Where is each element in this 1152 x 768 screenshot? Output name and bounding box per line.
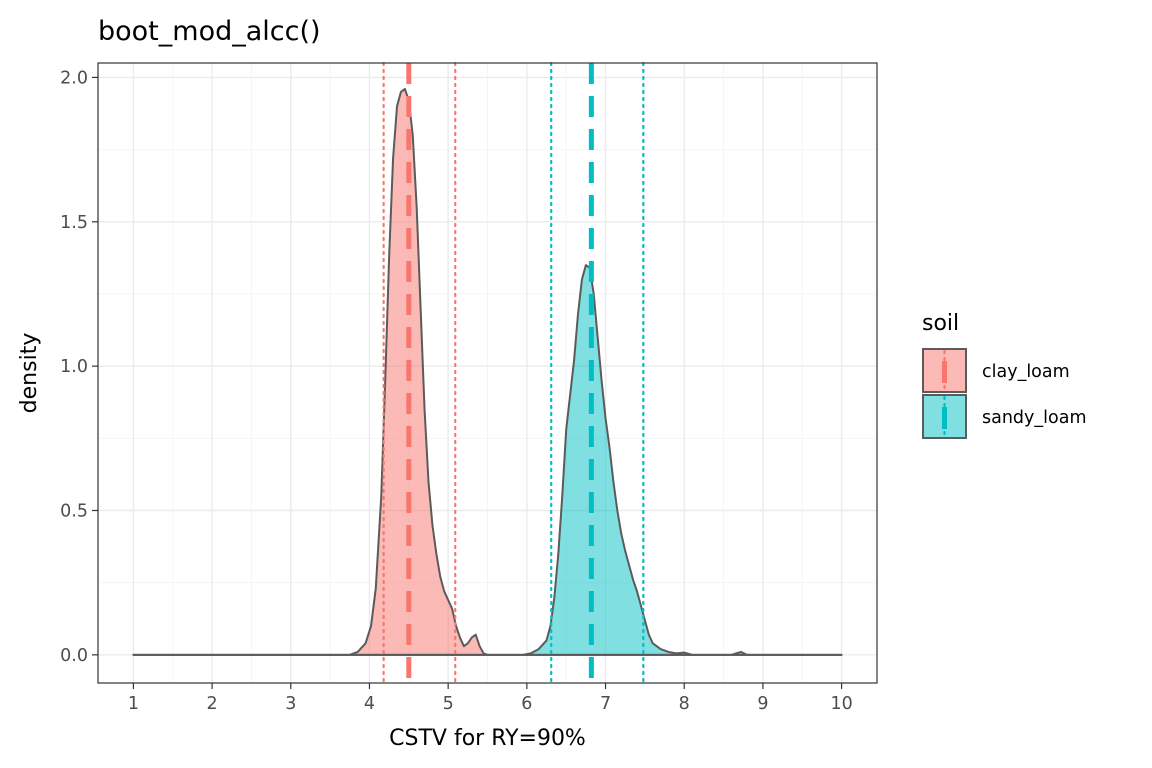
x-tick-label: 6 bbox=[521, 694, 532, 714]
panel-border bbox=[97, 62, 878, 684]
x-tick-label: 4 bbox=[364, 694, 375, 714]
y-axis: 0.0 0.5 1.0 1.5 2.0 bbox=[60, 68, 98, 666]
x-tick-label: 1 bbox=[128, 694, 139, 714]
y-tick-label: 0.0 bbox=[60, 646, 88, 666]
x-tick-label: 10 bbox=[830, 694, 852, 714]
y-tick-label: 1.0 bbox=[60, 357, 88, 377]
legend: soil clay_loam sandy_loam bbox=[922, 311, 1087, 439]
density-areas bbox=[132, 87, 843, 656]
x-tick-label: 9 bbox=[757, 694, 768, 714]
chart-title: boot_mod_alcc() bbox=[98, 16, 321, 47]
legend-label-clay-loam: clay_loam bbox=[982, 362, 1070, 382]
y-axis-title: density bbox=[17, 333, 42, 414]
x-tick-label: 3 bbox=[285, 694, 296, 714]
interval-lines bbox=[382, 61, 645, 685]
x-tick-label: 8 bbox=[679, 694, 690, 714]
x-axis: 1 2 3 4 5 6 7 8 9 10 bbox=[128, 683, 853, 714]
legend-key-clay-loam bbox=[922, 348, 967, 393]
legend-key-sandy-loam bbox=[922, 394, 967, 439]
density-area-clay-loam bbox=[132, 87, 843, 656]
legend-label-sandy-loam: sandy_loam bbox=[982, 408, 1087, 428]
density-area-sandy-loam bbox=[132, 264, 843, 656]
legend-title: soil bbox=[922, 311, 959, 336]
x-tick-label: 7 bbox=[600, 694, 611, 714]
y-tick-label: 0.5 bbox=[60, 501, 88, 521]
x-tick-label: 2 bbox=[207, 694, 218, 714]
y-tick-label: 2.0 bbox=[60, 68, 88, 88]
x-tick-label: 5 bbox=[443, 694, 454, 714]
y-tick-label: 1.5 bbox=[60, 213, 88, 233]
x-axis-title: CSTV for RY=90% bbox=[389, 726, 586, 751]
